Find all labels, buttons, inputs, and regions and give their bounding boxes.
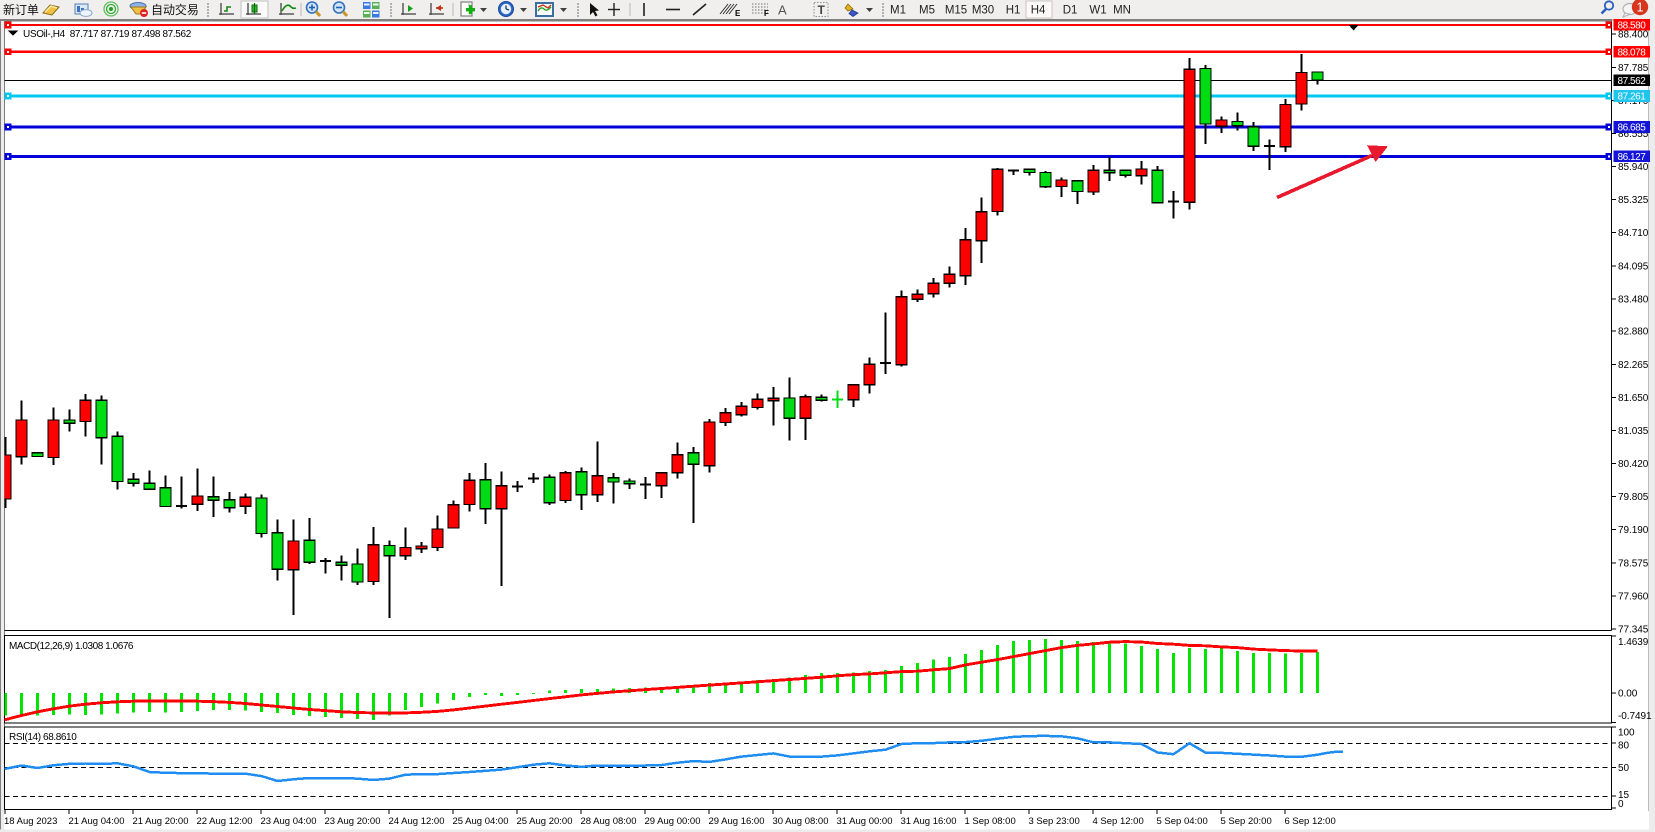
svg-text:100: 100 bbox=[1618, 728, 1635, 739]
svg-text:-0.7491: -0.7491 bbox=[1618, 711, 1652, 722]
svg-text:29 Aug 00:00: 29 Aug 00:00 bbox=[645, 816, 701, 827]
svg-text:83.480: 83.480 bbox=[1618, 294, 1649, 305]
svg-text:5 Sep 20:00: 5 Sep 20:00 bbox=[1221, 816, 1272, 827]
svg-text:85.940: 85.940 bbox=[1618, 162, 1649, 173]
svg-text:82.265: 82.265 bbox=[1618, 360, 1649, 371]
svg-text:0: 0 bbox=[1618, 799, 1624, 810]
svg-text:25 Aug 20:00: 25 Aug 20:00 bbox=[517, 816, 573, 827]
svg-text:H1: H1 bbox=[1006, 5, 1021, 17]
svg-text:6 Sep 12:00: 6 Sep 12:00 bbox=[1285, 816, 1336, 827]
svg-text:MN: MN bbox=[1113, 5, 1131, 17]
svg-text:M30: M30 bbox=[972, 5, 994, 17]
svg-text:23 Aug 04:00: 23 Aug 04:00 bbox=[261, 816, 317, 827]
svg-text:78.575: 78.575 bbox=[1618, 558, 1649, 569]
svg-text:30 Aug 08:00: 30 Aug 08:00 bbox=[773, 816, 829, 827]
svg-text:80.420: 80.420 bbox=[1618, 459, 1649, 470]
svg-text:E: E bbox=[735, 9, 741, 18]
svg-text:80: 80 bbox=[1618, 741, 1630, 752]
svg-text:87.562: 87.562 bbox=[1618, 76, 1647, 87]
svg-text:RSI(14) 68.8610: RSI(14) 68.8610 bbox=[9, 732, 77, 743]
svg-text:86.555: 86.555 bbox=[1618, 129, 1649, 140]
svg-text:85.325: 85.325 bbox=[1618, 195, 1649, 206]
svg-text:A: A bbox=[778, 3, 787, 18]
svg-text:82.880: 82.880 bbox=[1618, 327, 1649, 338]
svg-text:31 Aug 16:00: 31 Aug 16:00 bbox=[901, 816, 957, 827]
svg-text:0.00: 0.00 bbox=[1618, 689, 1638, 700]
svg-text:84.095: 84.095 bbox=[1618, 261, 1649, 272]
svg-text:21 Aug 20:00: 21 Aug 20:00 bbox=[133, 816, 189, 827]
svg-text:84.710: 84.710 bbox=[1618, 228, 1649, 239]
svg-text:M15: M15 bbox=[945, 5, 967, 17]
svg-text:81.650: 81.650 bbox=[1618, 393, 1649, 404]
svg-text:1 Sep 08:00: 1 Sep 08:00 bbox=[965, 816, 1016, 827]
svg-text:M5: M5 bbox=[919, 5, 935, 17]
svg-text:77.345: 77.345 bbox=[1618, 625, 1649, 636]
svg-text:15: 15 bbox=[1618, 790, 1630, 801]
svg-text:M1: M1 bbox=[890, 5, 906, 17]
svg-text:28 Aug 08:00: 28 Aug 08:00 bbox=[581, 816, 637, 827]
svg-text:23 Aug 20:00: 23 Aug 20:00 bbox=[325, 816, 381, 827]
svg-text:88.400: 88.400 bbox=[1618, 30, 1649, 41]
svg-text:H4: H4 bbox=[1031, 5, 1046, 17]
svg-text:自动交易: 自动交易 bbox=[151, 2, 199, 17]
svg-text:86.127: 86.127 bbox=[1618, 152, 1647, 163]
svg-text:1.4639: 1.4639 bbox=[1618, 637, 1649, 648]
svg-text:USOil-,H4 87.717 87.719 87.49: USOil-,H4 87.717 87.719 87.498 87.562 bbox=[23, 29, 192, 40]
svg-text:24 Aug 12:00: 24 Aug 12:00 bbox=[389, 816, 445, 827]
svg-text:79.190: 79.190 bbox=[1618, 525, 1649, 536]
svg-text:77.960: 77.960 bbox=[1618, 591, 1649, 602]
svg-text:25 Aug 04:00: 25 Aug 04:00 bbox=[453, 816, 509, 827]
svg-text:MACD(12,26,9) 1.0308 1.0676: MACD(12,26,9) 1.0308 1.0676 bbox=[9, 641, 134, 652]
svg-text:D1: D1 bbox=[1063, 5, 1078, 17]
svg-text:88.580: 88.580 bbox=[1618, 21, 1647, 32]
svg-text:50: 50 bbox=[1618, 763, 1630, 774]
svg-text:新订单: 新订单 bbox=[3, 2, 39, 17]
svg-text:87.785: 87.785 bbox=[1618, 63, 1649, 74]
svg-text:87.261: 87.261 bbox=[1618, 92, 1647, 103]
svg-text:18 Aug 2023: 18 Aug 2023 bbox=[4, 816, 57, 827]
svg-text:F: F bbox=[764, 9, 769, 18]
svg-text:79.805: 79.805 bbox=[1618, 492, 1649, 503]
svg-text:W1: W1 bbox=[1089, 5, 1106, 17]
svg-text:1: 1 bbox=[1637, 1, 1644, 15]
svg-text:22 Aug 12:00: 22 Aug 12:00 bbox=[197, 816, 253, 827]
svg-text:86.685: 86.685 bbox=[1618, 123, 1647, 134]
svg-text:21 Aug 04:00: 21 Aug 04:00 bbox=[69, 816, 125, 827]
svg-text:81.035: 81.035 bbox=[1618, 426, 1649, 437]
svg-text:T: T bbox=[818, 3, 826, 17]
svg-text:29 Aug 16:00: 29 Aug 16:00 bbox=[709, 816, 765, 827]
svg-text:3 Sep 23:00: 3 Sep 23:00 bbox=[1029, 816, 1080, 827]
svg-text:31 Aug 00:00: 31 Aug 00:00 bbox=[837, 816, 893, 827]
svg-text:5 Sep 04:00: 5 Sep 04:00 bbox=[1157, 816, 1208, 827]
svg-text:88.078: 88.078 bbox=[1618, 47, 1647, 58]
svg-text:4 Sep 12:00: 4 Sep 12:00 bbox=[1093, 816, 1144, 827]
